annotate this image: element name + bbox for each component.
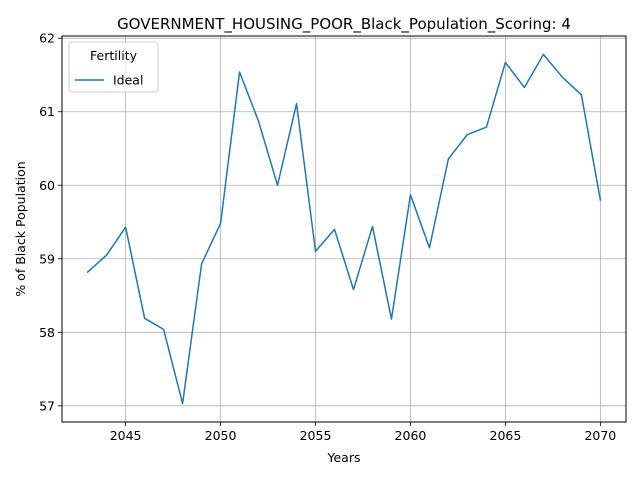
x-tick-label: 2070 <box>584 428 616 443</box>
data-point <box>426 245 432 251</box>
y-tick-label: 59 <box>39 251 55 266</box>
y-tick-label: 57 <box>39 398 55 413</box>
y-axis-label: % of Black Population <box>13 161 28 296</box>
chart-title: GOVERNMENT_HOUSING_POOR_Black_Population… <box>117 15 571 34</box>
legend-entry-label: Ideal <box>113 73 143 88</box>
data-point <box>332 226 338 232</box>
data-point <box>294 101 300 107</box>
y-tick-label: 62 <box>39 31 55 46</box>
y-tick-label: 61 <box>39 104 55 119</box>
data-point <box>275 182 281 188</box>
data-point <box>313 248 319 254</box>
data-point <box>350 287 356 293</box>
y-tick-label: 60 <box>39 178 55 193</box>
legend-title: Fertility <box>90 48 138 63</box>
data-point <box>521 84 527 90</box>
series-layer <box>85 51 603 407</box>
y-tick-label: 58 <box>39 325 55 340</box>
data-point <box>199 261 205 267</box>
data-point <box>502 59 508 65</box>
x-axis: 2045 2050 2055 2060 2065 2070 <box>110 422 616 443</box>
data-point <box>369 223 375 229</box>
data-point <box>483 124 489 130</box>
data-point <box>123 224 129 230</box>
data-point <box>142 315 148 321</box>
x-tick-label: 2055 <box>300 428 332 443</box>
x-tick-label: 2050 <box>205 428 237 443</box>
data-point <box>161 326 167 332</box>
data-point <box>256 118 262 124</box>
x-tick-label: 2065 <box>490 428 522 443</box>
data-point <box>464 132 470 138</box>
grid <box>62 36 626 422</box>
data-point <box>237 69 243 75</box>
x-axis-label: Years <box>327 450 361 465</box>
data-point <box>218 220 224 226</box>
data-point <box>445 156 451 162</box>
data-point <box>85 269 91 275</box>
series-line-ideal <box>86 53 602 405</box>
plot-frame <box>61 35 627 423</box>
data-point <box>180 401 186 407</box>
x-tick-label: 2060 <box>395 428 427 443</box>
x-tick-label: 2045 <box>110 428 142 443</box>
data-point <box>578 92 584 98</box>
data-point <box>407 192 413 198</box>
data-point <box>559 74 565 80</box>
legend: Fertility Ideal <box>68 41 159 93</box>
data-point <box>388 316 394 322</box>
y-axis: 57 58 59 60 61 62 <box>39 31 62 413</box>
data-point <box>104 252 110 258</box>
data-point <box>540 51 546 57</box>
data-point <box>597 197 603 203</box>
